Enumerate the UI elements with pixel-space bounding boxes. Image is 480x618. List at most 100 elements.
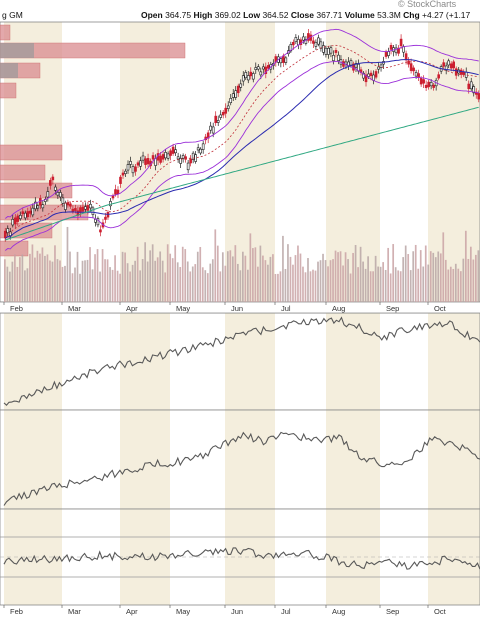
volume-bar — [121, 251, 124, 302]
volume-bar — [156, 257, 159, 302]
volume-bar — [174, 245, 177, 302]
volume-bar — [59, 260, 61, 302]
volume-bar — [101, 249, 104, 302]
volume-bar — [181, 246, 184, 302]
volume-bar — [282, 235, 284, 302]
volume-bar — [141, 259, 144, 302]
volume-bar — [139, 270, 141, 302]
candle-body — [59, 192, 62, 198]
volume-bar — [236, 263, 239, 302]
volume-bar — [184, 249, 187, 302]
volume-bar — [309, 271, 312, 302]
candle-body — [36, 205, 40, 209]
candle-body — [437, 74, 440, 79]
candle-body — [146, 158, 150, 165]
candle-body — [161, 154, 165, 160]
quote-label-close: Close — [290, 10, 317, 20]
candle-body — [226, 105, 230, 109]
volume-bar — [114, 255, 116, 302]
candle-body — [26, 211, 30, 218]
candle-body — [61, 197, 65, 204]
volume-bar — [339, 251, 342, 302]
volume-bar — [427, 264, 430, 302]
x-tick-label: May — [176, 304, 190, 313]
volume-bar — [221, 252, 224, 302]
candle-body — [214, 115, 217, 124]
volume-bar — [362, 261, 364, 302]
volume-bar — [219, 271, 222, 302]
volume-bar — [106, 259, 109, 302]
candle-body — [327, 47, 330, 55]
volume-bar — [84, 260, 86, 302]
volume-bar — [464, 230, 467, 302]
volume-bar — [269, 256, 272, 302]
candle-body — [116, 189, 120, 194]
volume-bar — [149, 250, 152, 302]
candle-body — [16, 215, 20, 222]
volume-bar — [392, 244, 395, 302]
x-tick-label: Sep — [386, 607, 399, 616]
volume-bar — [26, 268, 29, 302]
volume-bar — [377, 266, 379, 302]
volume-by-price-up — [0, 43, 34, 58]
candle-body — [231, 93, 235, 98]
volume-bar — [79, 273, 81, 302]
volume-by-price-bar — [0, 42, 186, 59]
volume-bar — [382, 262, 384, 302]
volume-bar — [419, 250, 422, 302]
quote-label-high: High — [193, 10, 215, 20]
volume-bar — [474, 254, 477, 302]
volume-bar — [374, 255, 377, 302]
volume-bar — [259, 245, 262, 302]
volume-bar — [389, 273, 392, 302]
volume-bar — [402, 257, 405, 302]
candle-body — [302, 36, 305, 41]
volume-bar — [171, 258, 174, 302]
source-watermark: © StockCharts — [398, 0, 457, 9]
candle-body — [289, 44, 293, 52]
candle-body — [251, 73, 255, 80]
candle-body — [199, 148, 202, 154]
candle-body — [324, 47, 328, 55]
volume-bar — [166, 244, 169, 302]
candle-body — [114, 189, 117, 195]
volume-bar — [384, 269, 387, 302]
volume-bar — [244, 255, 247, 302]
candle-body — [259, 71, 263, 76]
candle-body — [171, 146, 175, 154]
month-shade — [225, 410, 275, 509]
volume-bar — [6, 266, 9, 302]
volume-bar — [16, 266, 19, 302]
volume-bar — [462, 258, 465, 302]
volume-bar — [211, 259, 214, 302]
volume-bar — [429, 251, 432, 302]
volume-bar — [124, 252, 126, 302]
volume-bar — [144, 242, 146, 302]
volume-bar — [417, 268, 420, 302]
volume-bar — [442, 232, 445, 302]
volume-bar — [239, 270, 242, 302]
volume-bar — [294, 255, 297, 302]
candle-body — [159, 155, 162, 163]
candle-body — [194, 154, 197, 162]
candle-body — [254, 67, 258, 70]
volume-bar — [66, 226, 69, 302]
volume-bar — [369, 271, 372, 302]
volume-bar — [302, 266, 304, 302]
candle-body — [23, 212, 27, 219]
candle-body — [119, 176, 122, 184]
candle-body — [106, 212, 110, 218]
volume-bar — [44, 255, 46, 302]
volume-bar — [4, 259, 6, 302]
candle-body — [279, 58, 283, 64]
candle-body — [374, 71, 378, 78]
volume-bar — [354, 245, 357, 302]
volume-bar — [334, 250, 337, 302]
x-tick-label: Mar — [68, 607, 81, 616]
candle-body — [236, 85, 240, 94]
candle-body — [384, 52, 388, 57]
x-tick-label: Jul — [281, 607, 291, 616]
candle-body — [267, 65, 270, 69]
candle-body — [294, 37, 298, 43]
